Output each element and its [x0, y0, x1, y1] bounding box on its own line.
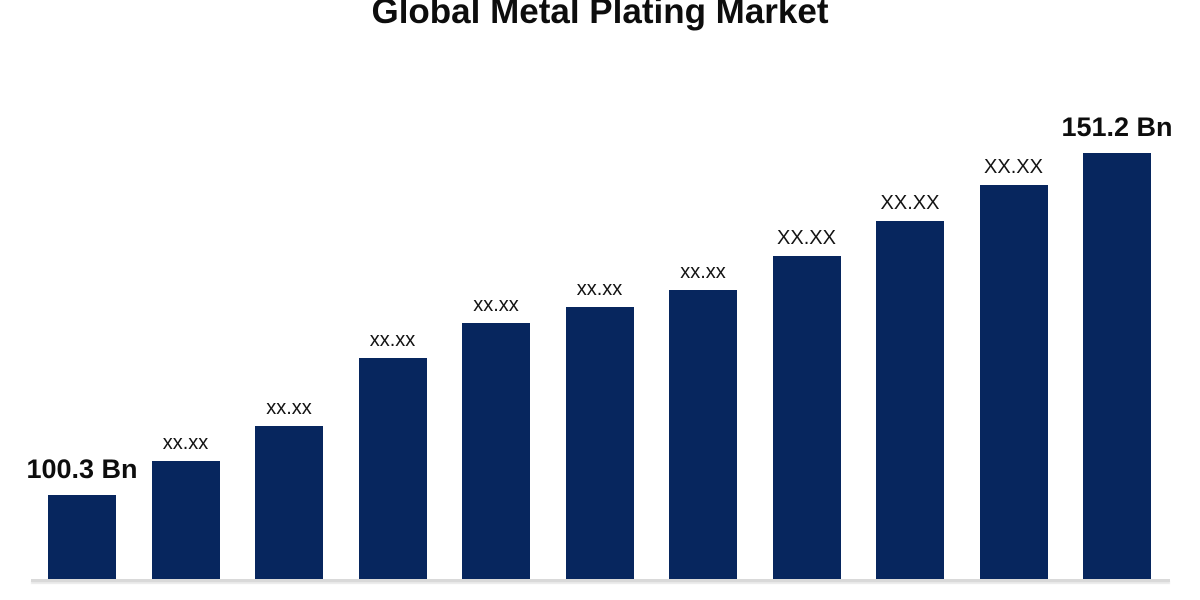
- bar-value-label: xx.xx: [680, 261, 726, 283]
- bar-value-label: XX.XX: [880, 192, 940, 214]
- bar: [876, 221, 944, 581]
- bar: [979, 185, 1048, 581]
- bar-group: xx.xx: [462, 295, 530, 581]
- bar-value-label: xx.xx: [473, 294, 519, 316]
- bar-group: XX.XX: [876, 193, 944, 581]
- bar-value-label: xx.xx: [369, 329, 416, 351]
- x-axis-line: [31, 579, 1170, 582]
- bar-group: XX.XX: [772, 228, 841, 581]
- chart-title: Global Metal Plating Market: [371, 0, 829, 31]
- bar-group: 151.2 Bn: [1061, 114, 1173, 581]
- bar-group: xx.xx: [255, 398, 323, 581]
- bar: [462, 323, 530, 581]
- bar-group: xx.xx: [151, 433, 220, 581]
- bar: [358, 358, 427, 581]
- bar: [1083, 153, 1151, 581]
- bar-value-label: xx.xx: [266, 397, 312, 419]
- bar-group: xx.xx: [669, 262, 737, 581]
- bar-value-label: XX.XX: [984, 156, 1043, 178]
- bar-value-label: 151.2 Bn: [1061, 112, 1173, 142]
- bar-group: xx.xx: [565, 279, 634, 581]
- bar: [772, 256, 841, 581]
- bar: [255, 426, 323, 581]
- bar-value-label: 100.3 Bn: [26, 454, 138, 484]
- bar-group: 100.3 Bn: [26, 456, 138, 581]
- bar-group: XX.XX: [979, 157, 1048, 581]
- bar-value-label: xx.xx: [576, 278, 623, 300]
- bar: [48, 495, 116, 581]
- bar: [151, 461, 220, 581]
- bars: 100.3 Bn xx.xx xx.xx xx.xx xx.xx xx.xx xx.xx XX…: [26, 114, 1173, 581]
- bar: [669, 290, 737, 581]
- bar: [565, 307, 634, 581]
- bar-value-label: XX.XX: [777, 227, 836, 249]
- bar-group: xx.xx: [358, 330, 427, 581]
- bar-value-label: xx.xx: [162, 432, 209, 454]
